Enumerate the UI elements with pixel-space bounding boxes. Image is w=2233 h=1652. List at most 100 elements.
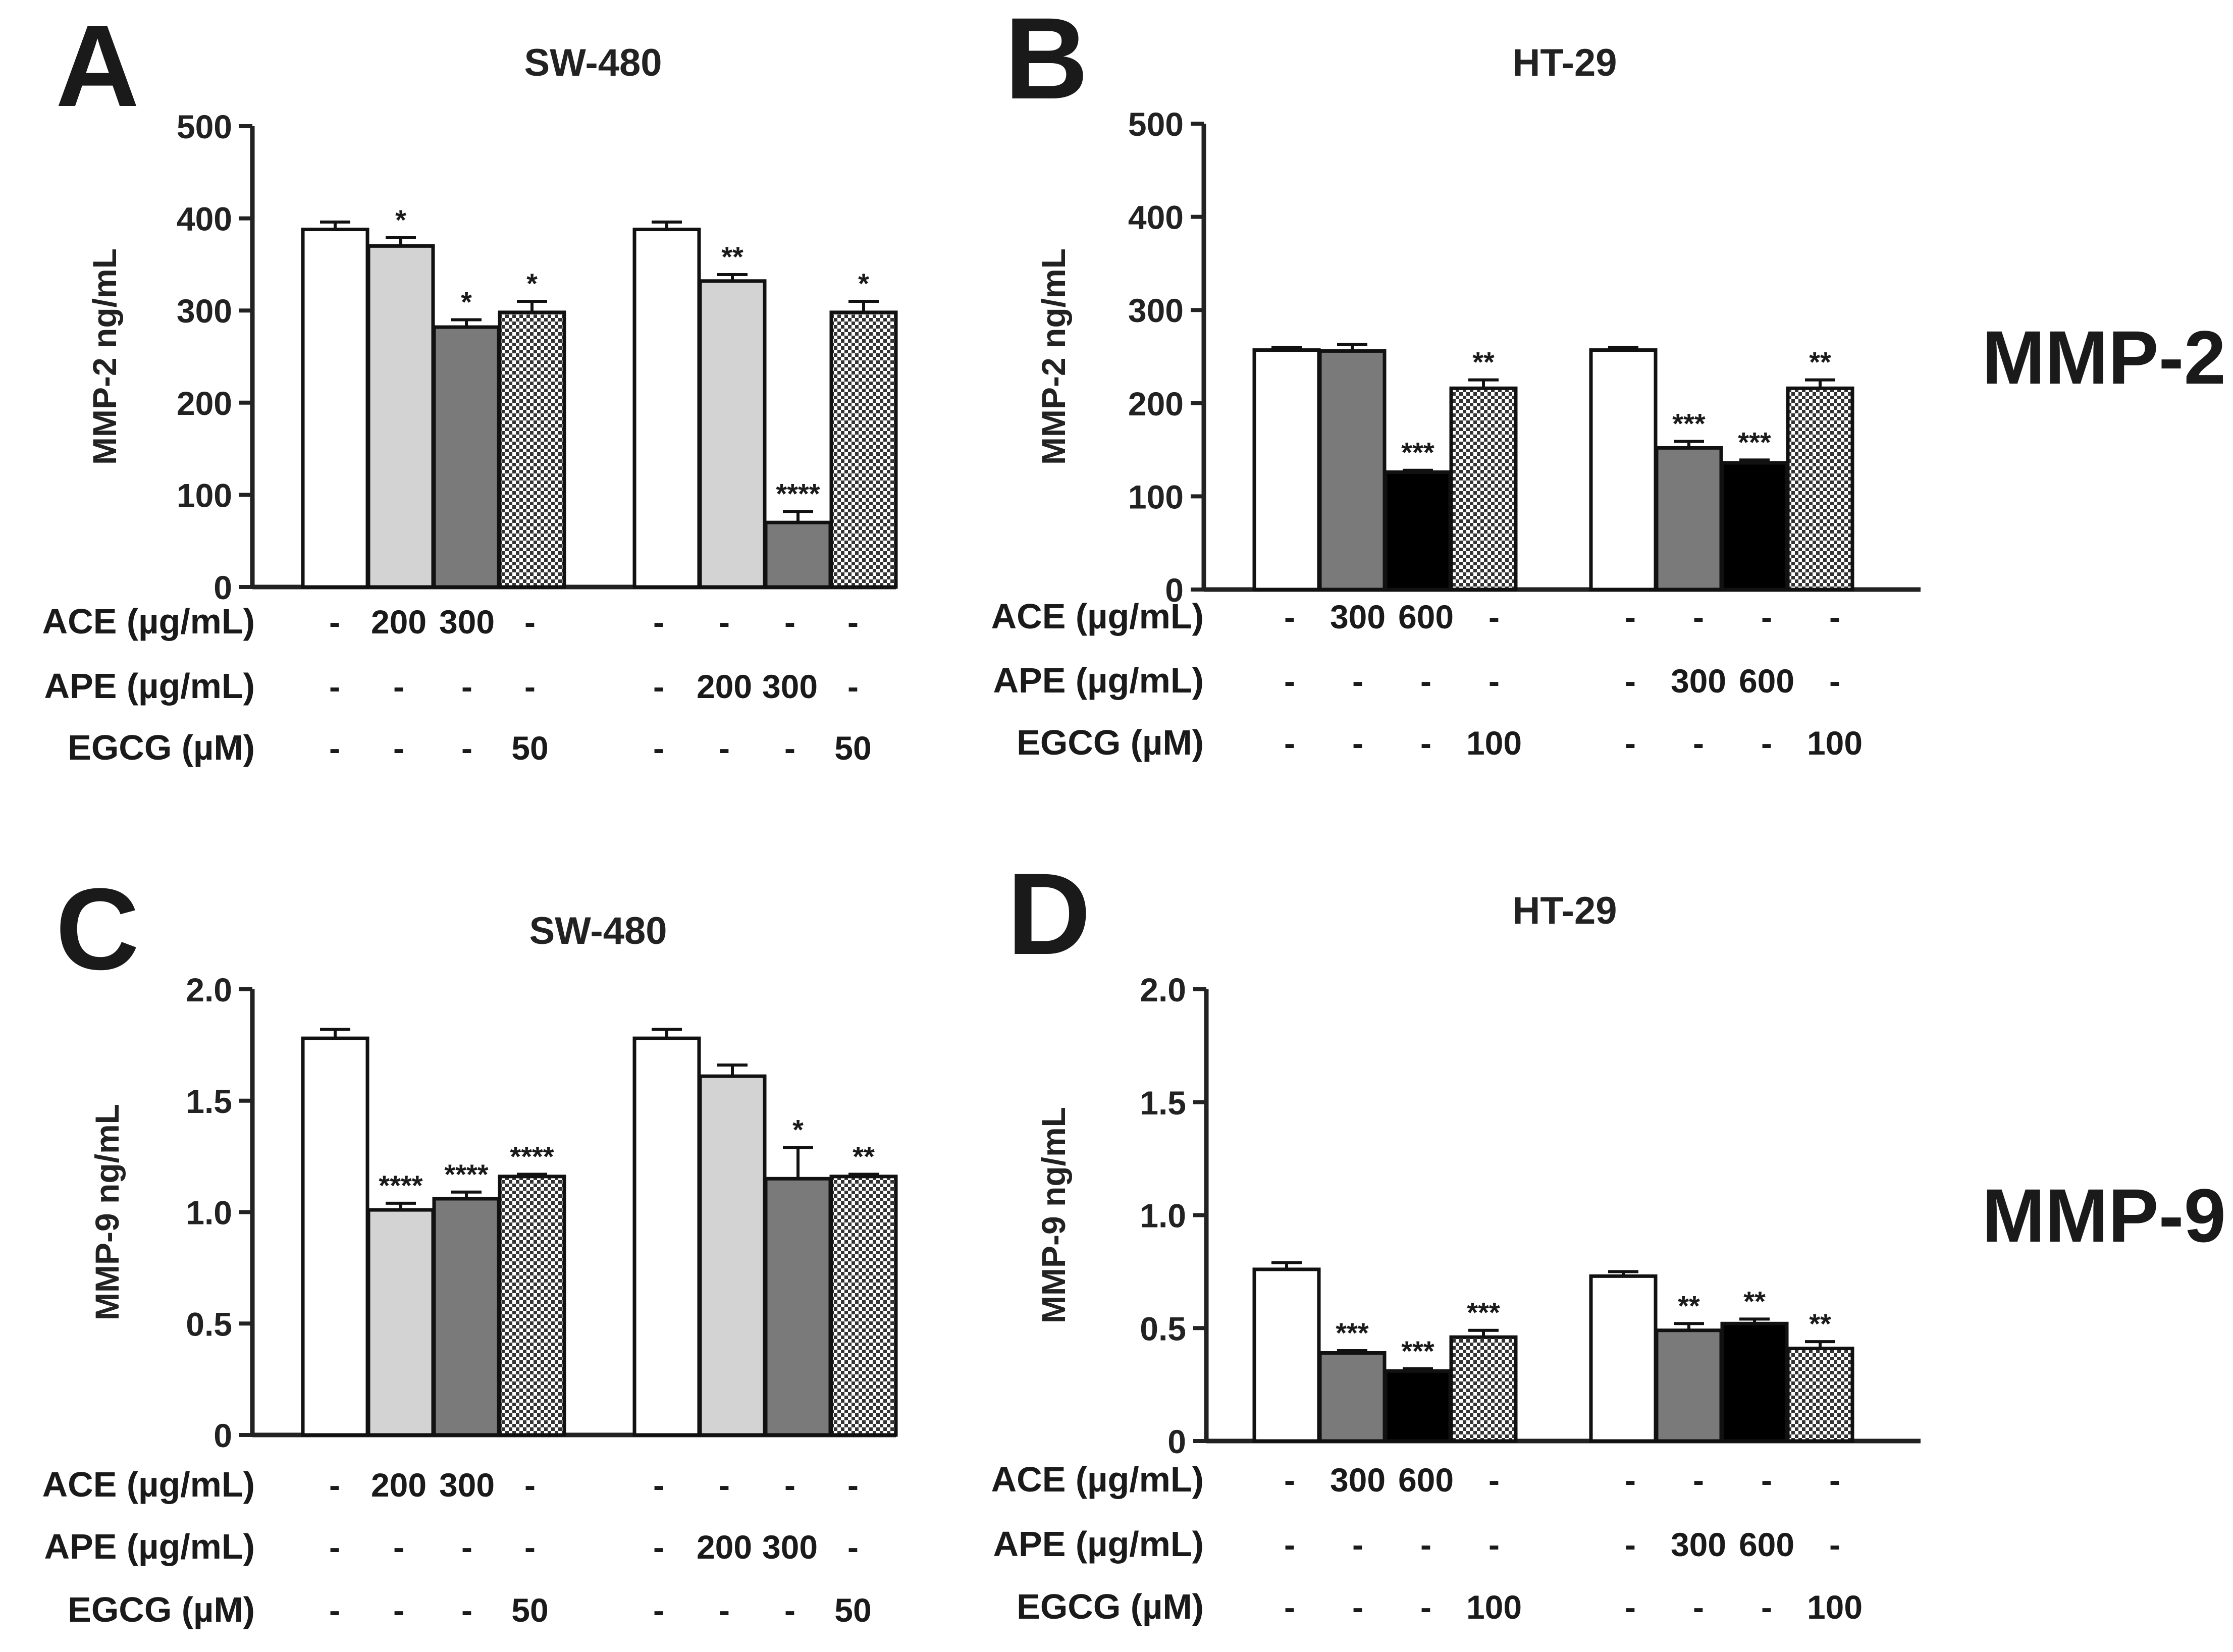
- treatment-cell: 600: [1398, 1461, 1454, 1499]
- treatment-cell: -: [1761, 598, 1772, 635]
- treatment-cell: -: [329, 729, 340, 767]
- treatment-cell: -: [1284, 598, 1295, 635]
- y-tick-label: 400: [177, 200, 232, 238]
- treatment-cell: -: [1693, 1588, 1704, 1626]
- treatment-cell: -: [1420, 724, 1431, 762]
- bar: [632, 1036, 701, 1437]
- treatment-cell: -: [653, 603, 664, 641]
- treatment-cell: -: [1625, 1461, 1636, 1499]
- treatment-cell: -: [1284, 724, 1295, 762]
- bar: [829, 1175, 898, 1437]
- significance-label: *: [395, 204, 406, 236]
- treatment-cell: -: [1625, 1526, 1636, 1563]
- treatment-cell: 300: [439, 1466, 495, 1504]
- y-axis-label: MMP-2 ng/mL: [1035, 248, 1072, 465]
- treatment-cell: -: [847, 603, 859, 641]
- treatment-cell: 200: [371, 1466, 427, 1504]
- significance-label: ****: [776, 477, 820, 509]
- treatment-cell: -: [1352, 662, 1363, 700]
- significance-label: *: [858, 268, 869, 299]
- y-tick-label: 0: [1167, 1423, 1186, 1460]
- treatment-cell: -: [1693, 724, 1704, 762]
- treatment-cell: -: [329, 603, 340, 641]
- treatment-cell: -: [784, 1466, 795, 1504]
- treatment-cell: -: [329, 1466, 340, 1504]
- treatment-cell: -: [393, 729, 404, 767]
- treatment-cell: -: [1625, 662, 1636, 700]
- treatment-cell: -: [1625, 1588, 1636, 1626]
- treatment-cell: -: [1488, 662, 1500, 700]
- treatment-cell: -: [784, 1591, 795, 1629]
- significance-label: *: [526, 268, 538, 299]
- significance-label: **: [1678, 1290, 1700, 1321]
- treatment-cell: -: [1488, 1526, 1500, 1563]
- y-tick-label: 200: [1128, 385, 1184, 422]
- chart-title: SW-480: [524, 41, 662, 84]
- y-tick-label: 0.5: [186, 1305, 232, 1343]
- significance-label: **: [1472, 346, 1495, 378]
- treatment-cell: -: [329, 668, 340, 705]
- y-tick-label: 0: [214, 569, 232, 606]
- significance-label: **: [1809, 346, 1831, 378]
- treatment-cell: -: [1352, 1526, 1363, 1563]
- treatment-cell: -: [1829, 662, 1840, 700]
- y-axis-label: MMP-2 ng/mL: [86, 248, 123, 465]
- y-tick-label: 1.0: [186, 1194, 232, 1232]
- significance-label: **: [853, 1140, 875, 1172]
- panel-letter: C: [56, 864, 139, 994]
- bar: [698, 1074, 767, 1437]
- significance-label: ***: [1738, 426, 1771, 458]
- panel-letter: D: [1007, 849, 1091, 979]
- treatment-cell: -: [653, 1528, 664, 1566]
- treatment-cell: -: [524, 668, 536, 705]
- chart-title: HT-29: [1513, 41, 1617, 84]
- y-tick-label: 500: [177, 108, 232, 145]
- treatment-cell: -: [524, 1528, 536, 1566]
- treatment-cell: -: [329, 1528, 340, 1566]
- treatment-cell: 200: [697, 668, 752, 705]
- treatment-cell: -: [1625, 598, 1636, 635]
- chart-title: HT-29: [1513, 889, 1617, 932]
- treatment-cell: 300: [1330, 598, 1386, 635]
- bar: [1384, 1369, 1452, 1443]
- treatment-cell: 300: [1330, 1461, 1386, 1499]
- y-tick-label: 2.0: [186, 971, 232, 1008]
- treatment-cell: 100: [1807, 724, 1863, 762]
- y-tick-label: 1.5: [1140, 1084, 1186, 1122]
- significance-label: *: [461, 286, 472, 317]
- bar: [301, 228, 369, 589]
- treatment-cell: -: [461, 668, 472, 705]
- bar: [498, 310, 566, 589]
- treatment-row-label: EGCG (µM): [68, 1590, 255, 1629]
- treatment-cell: -: [1625, 724, 1636, 762]
- treatment-cell: -: [784, 603, 795, 641]
- treatment-cell: -: [393, 668, 404, 705]
- treatment-cell: -: [653, 1591, 664, 1629]
- treatment-row-label: APE (µg/mL): [993, 661, 1204, 700]
- significance-label: ***: [1672, 407, 1706, 439]
- treatment-cell: 100: [1466, 1588, 1522, 1626]
- bar: [1252, 1267, 1321, 1443]
- significance-label: ****: [379, 1169, 422, 1201]
- treatment-cell: -: [1284, 1588, 1295, 1626]
- bar: [1786, 386, 1854, 592]
- mmp9-label: MMP-9: [1982, 1173, 2226, 1258]
- bar: [432, 325, 501, 589]
- y-axis-label: MMP-9 ng/mL: [1035, 1107, 1072, 1323]
- treatment-cell: 300: [1671, 1526, 1726, 1563]
- treatment-cell: -: [461, 1528, 472, 1566]
- panel-letter: A: [56, 1, 139, 131]
- treatment-cell: -: [1284, 1461, 1295, 1499]
- treatment-cell: 100: [1807, 1588, 1863, 1626]
- treatment-cell: -: [1284, 1526, 1295, 1563]
- y-tick-label: 0.5: [1140, 1310, 1186, 1347]
- treatment-cell: 300: [1671, 662, 1726, 700]
- panel-letter: B: [1004, 0, 1088, 123]
- treatment-cell: 50: [834, 729, 871, 767]
- treatment-cell: -: [1829, 1461, 1840, 1499]
- treatment-cell: -: [524, 1466, 536, 1504]
- bar: [498, 1175, 566, 1437]
- treatment-cell: -: [1829, 1526, 1840, 1563]
- treatment-cell: -: [653, 1466, 664, 1504]
